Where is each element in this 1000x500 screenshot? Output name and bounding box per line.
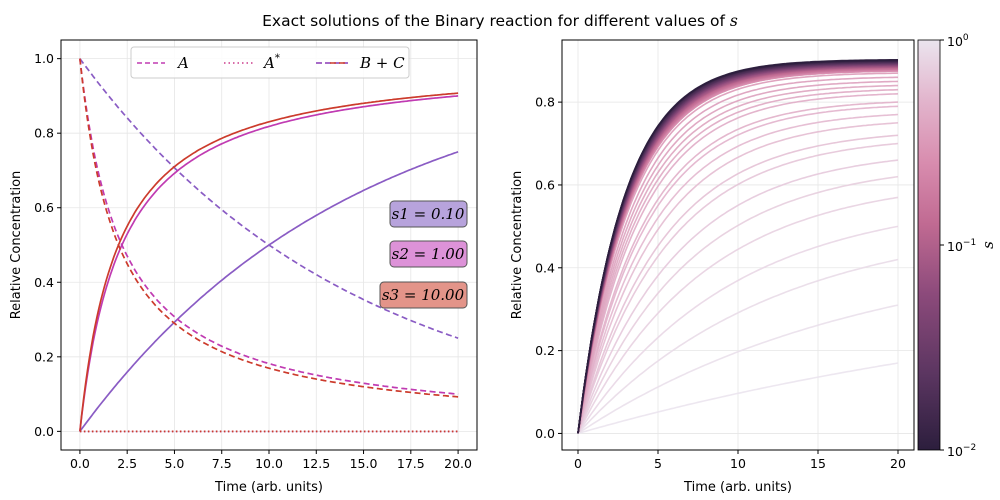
right-curve	[577, 105, 899, 434]
s-label-3: s3 = 10.00	[379, 281, 468, 309]
legend-a-label: A	[176, 54, 189, 72]
left-legend: A A* B + C	[130, 46, 410, 79]
left-x-tick-label: 15.0	[350, 456, 378, 471]
right-y-tick-label: 0.6	[535, 177, 555, 192]
right-x-tick-label: 15	[810, 456, 826, 471]
right-x-tick-label: 10	[730, 456, 746, 471]
colorbar-label-mid: 10−1	[947, 238, 976, 254]
right-x-tick-label: 0	[574, 456, 582, 471]
colorbar-title: s	[979, 241, 997, 249]
left-x-tick-label: 0.0	[70, 456, 90, 471]
s-label-1-text: s1 = 0.10	[392, 205, 465, 223]
figure-title-text: Exact solutions of the Binary reaction f…	[262, 12, 725, 30]
right-x-ticks: 0 5 10 15 20	[574, 450, 906, 471]
right-curve	[577, 80, 899, 434]
right-curve	[577, 196, 899, 434]
left-curves	[79, 58, 459, 433]
left-y-axis-title: Relative Concentration	[9, 171, 24, 320]
left-x-tick-label: 10.0	[255, 456, 283, 471]
right-curve	[577, 304, 899, 435]
right-grid	[562, 40, 914, 450]
series-bc-curve	[79, 95, 459, 432]
right-curve	[577, 159, 899, 434]
left-y-ticks: 0.0 0.2 0.4 0.6 0.8 1.0	[34, 51, 61, 439]
right-curve	[577, 142, 899, 434]
right-curves	[577, 59, 899, 435]
left-y-tick-label: 1.0	[34, 51, 54, 66]
figure-title: Exact solutions of the Binary reaction f…	[262, 12, 738, 30]
right-curve	[577, 72, 899, 434]
right-curve	[577, 76, 898, 434]
right-curve	[577, 93, 899, 434]
left-y-tick-label: 0.8	[34, 126, 54, 141]
right-curve	[577, 225, 899, 434]
right-y-tick-label: 0.4	[535, 260, 555, 275]
left-x-tick-label: 5.0	[165, 456, 185, 471]
series-bc-curve	[79, 92, 459, 432]
series-a-curve	[79, 58, 459, 395]
right-curve	[577, 101, 899, 434]
right-x-tick-label: 5	[654, 456, 662, 471]
series-a-curve	[79, 58, 459, 398]
right-curve	[577, 84, 898, 434]
right-y-tick-label: 0.0	[535, 426, 555, 441]
left-y-tick-label: 0.6	[34, 200, 54, 215]
right-curve	[577, 258, 899, 434]
colorbar: 100 10−1 10−2 s	[917, 33, 997, 459]
right-plot: 0 5 10 15 20 0.0 0.2 0.4 0.6 0.8 Time (arb. unit…	[510, 39, 915, 495]
left-y-tick-label: 0.0	[34, 424, 54, 439]
left-x-tick-label: 2.5	[117, 456, 137, 471]
left-y-tick-label: 0.2	[34, 349, 54, 364]
figure-title-var: s	[730, 12, 738, 30]
left-x-ticks: 0.0 2.5 5.0 7.5 10.0 12.5 15.0 17.5 20.0	[70, 450, 472, 471]
s-label-2-text: s2 = 1.00	[392, 245, 465, 263]
left-x-axis-title: Time (arb. units)	[214, 480, 323, 495]
right-y-axis-title: Relative Concentration	[510, 171, 525, 320]
left-x-tick-label: 17.5	[397, 456, 425, 471]
right-x-tick-label: 20	[890, 456, 906, 471]
right-y-tick-label: 0.8	[535, 95, 555, 110]
colorbar-label-top: 100	[947, 33, 969, 49]
s-label-1-box	[389, 200, 468, 228]
left-y-tick-label: 0.4	[34, 275, 54, 290]
s-label-3-box	[379, 281, 468, 309]
series-bc-curve	[79, 151, 459, 432]
right-x-axis-title: Time (arb. units)	[683, 480, 792, 495]
right-curve	[577, 134, 899, 434]
left-x-tick-label: 12.5	[302, 456, 330, 471]
right-curve	[577, 175, 899, 434]
colorbar-gradient	[917, 39, 941, 451]
legend-bc-label: B + C	[359, 54, 405, 72]
right-curve	[577, 88, 899, 434]
left-x-tick-label: 20.0	[444, 456, 472, 471]
right-curve	[577, 113, 899, 434]
s-label-1: s1 = 0.10	[389, 200, 468, 228]
left-x-tick-label: 7.5	[212, 456, 232, 471]
s-label-3-text: s3 = 10.00	[382, 286, 465, 304]
right-y-ticks: 0.0 0.2 0.4 0.6 0.8	[535, 95, 562, 441]
s-label-2: s2 = 1.00	[389, 240, 468, 268]
left-plot: 0.0 2.5 5.0 7.5 10.0 12.5 15.0 17.5 20.0 0.00.20…	[9, 39, 478, 495]
legend-box	[130, 46, 410, 79]
colorbar-label-bottom: 10−2	[947, 443, 976, 459]
right-curve	[577, 59, 898, 434]
right-curve	[577, 362, 899, 435]
s-label-2-box	[389, 240, 468, 268]
right-curve	[577, 122, 899, 434]
right-y-tick-label: 0.2	[535, 343, 555, 358]
